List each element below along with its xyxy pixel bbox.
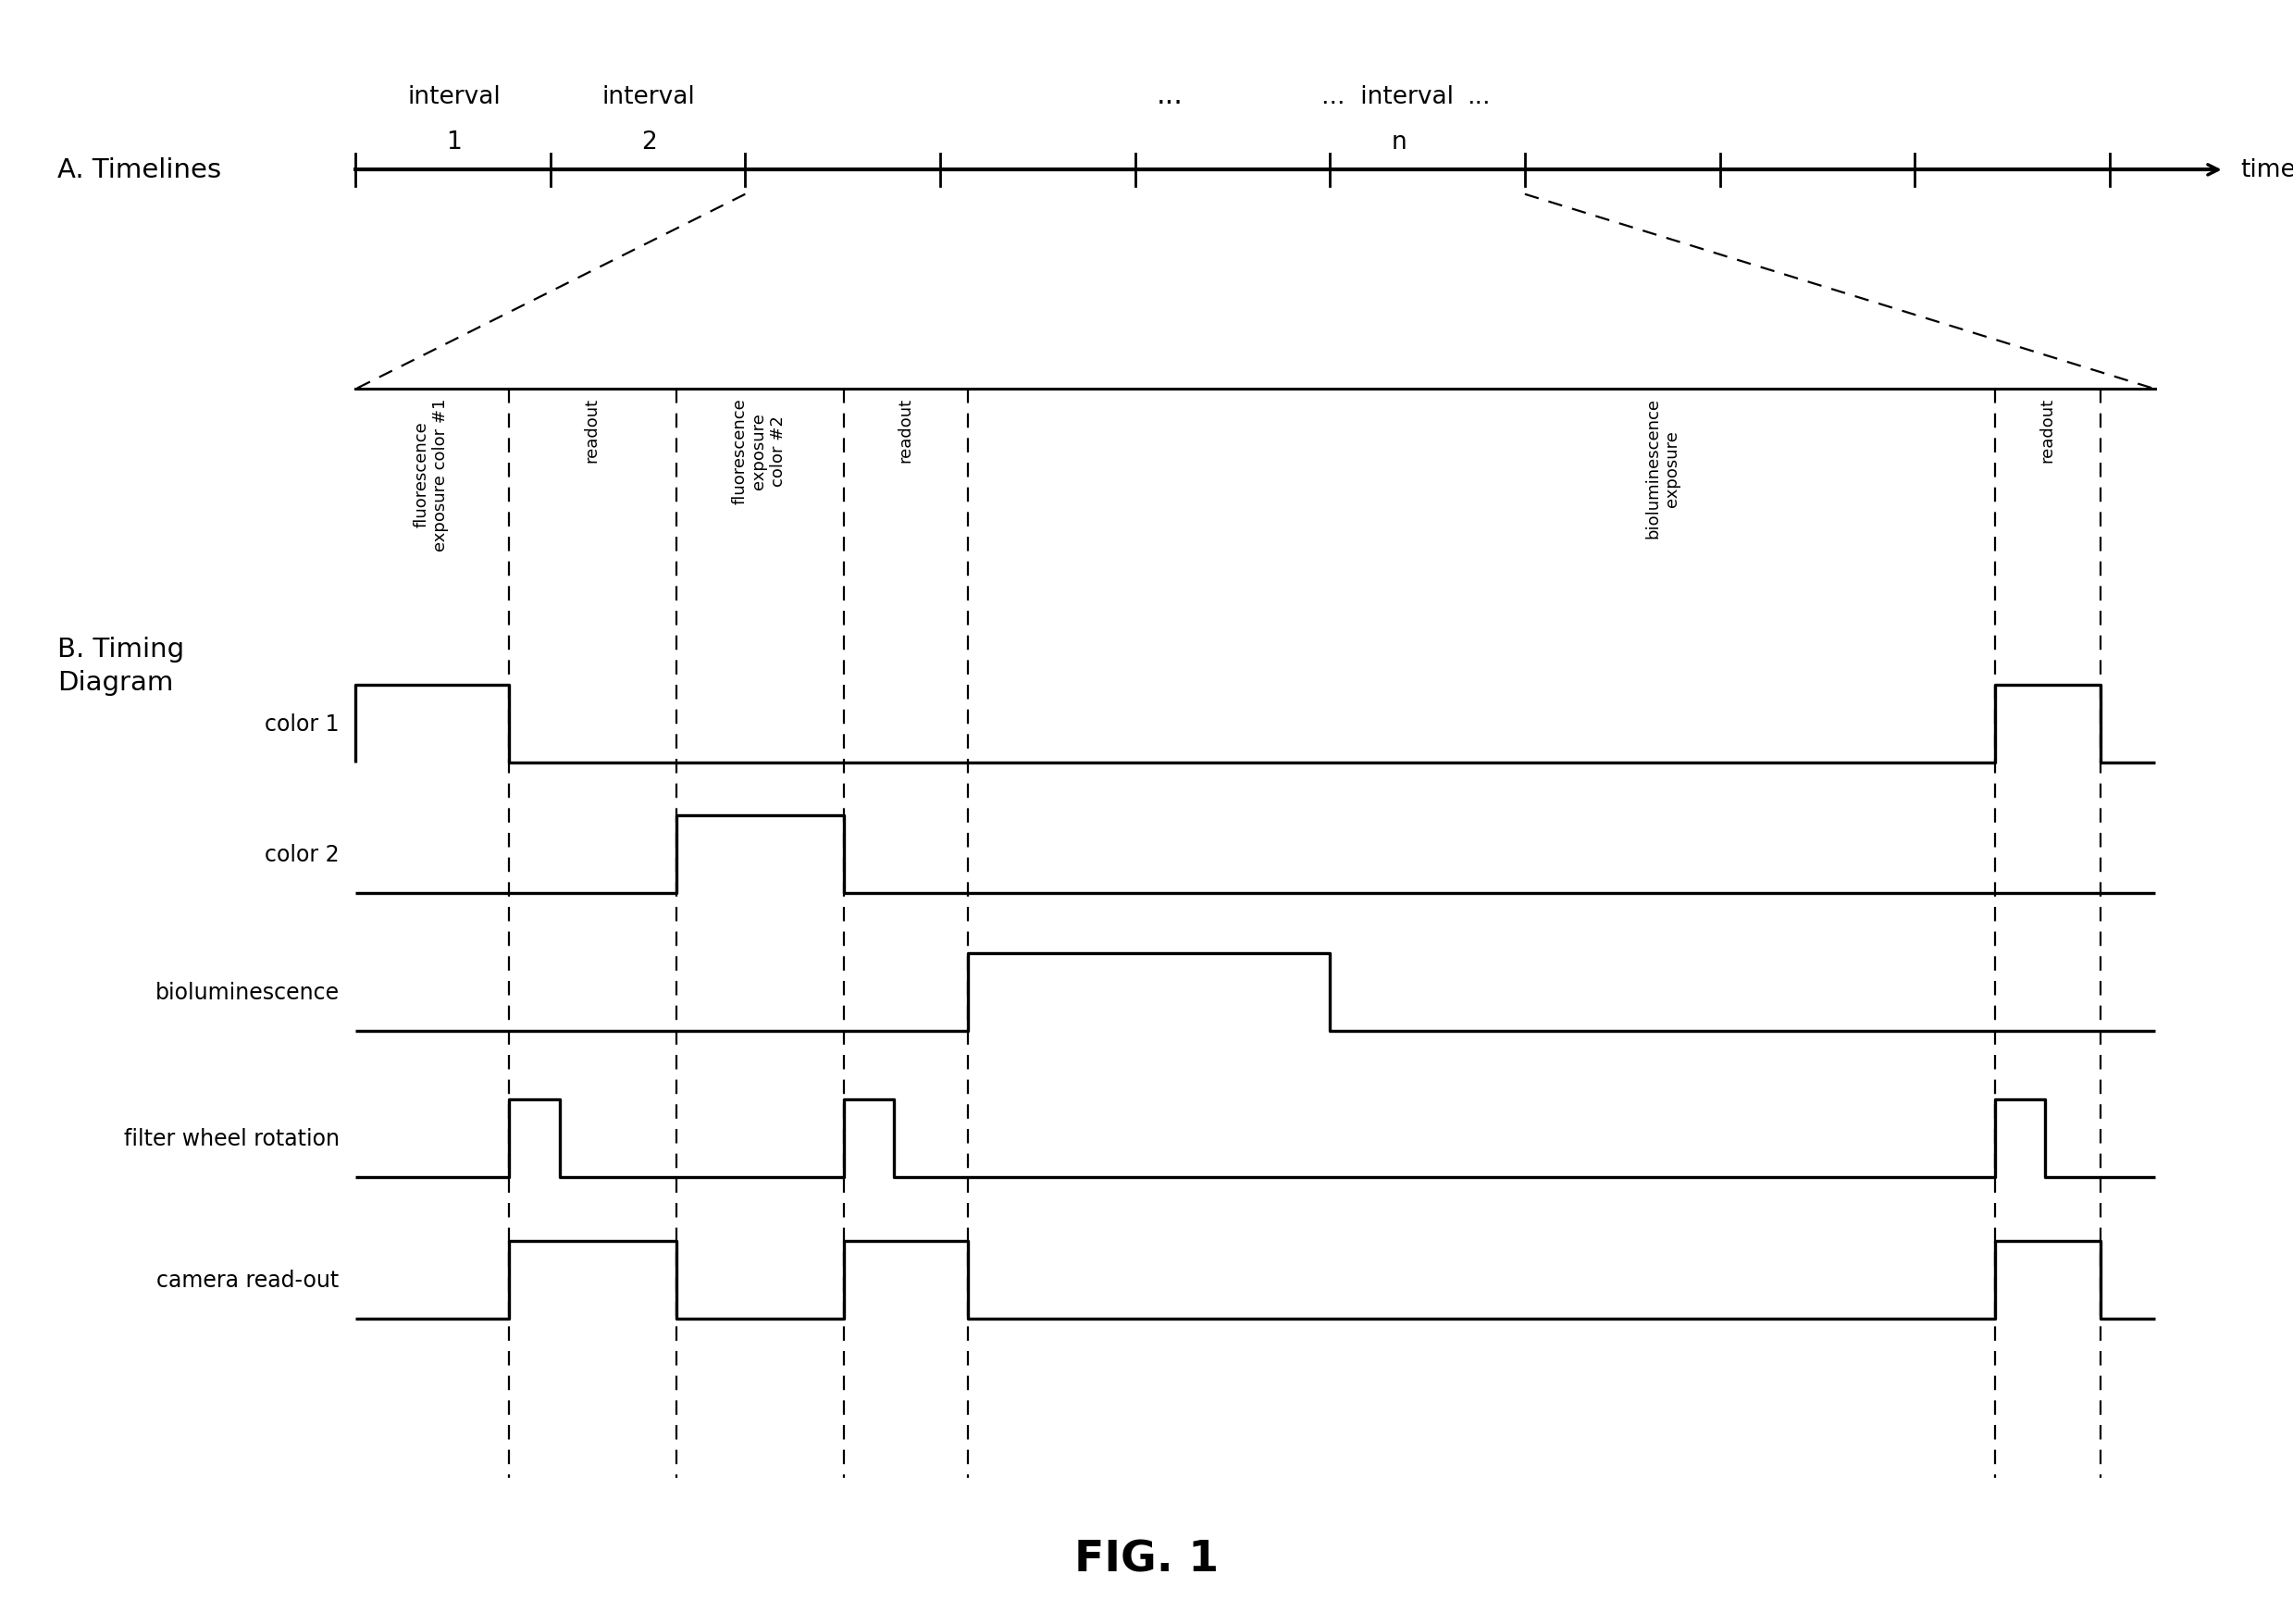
Text: fluorescence
exposure color #1: fluorescence exposure color #1	[413, 398, 449, 551]
Text: fluorescence
exposure
color #2: fluorescence exposure color #2	[731, 398, 786, 503]
Text: 1: 1	[447, 130, 461, 154]
Text: color 2: color 2	[264, 843, 339, 866]
Text: interval: interval	[603, 84, 695, 109]
Text: ...  interval: ... interval	[1321, 84, 1454, 109]
Text: n: n	[1392, 130, 1406, 154]
Text: ...: ...	[1156, 81, 1183, 109]
Text: B. Timing
Diagram: B. Timing Diagram	[57, 637, 183, 695]
Text: filter wheel rotation: filter wheel rotation	[124, 1127, 339, 1150]
Text: readout: readout	[2038, 398, 2057, 463]
Text: interval: interval	[408, 84, 500, 109]
Text: bioluminescence: bioluminescence	[156, 981, 339, 1004]
Text: time: time	[2240, 159, 2293, 182]
Text: camera read-out: camera read-out	[156, 1268, 339, 1291]
Text: readout: readout	[897, 398, 915, 463]
Text: color 1: color 1	[266, 713, 339, 736]
Text: FIG. 1: FIG. 1	[1073, 1538, 1220, 1580]
Text: 2: 2	[642, 130, 656, 154]
Text: bioluminescence
exposure: bioluminescence exposure	[1644, 398, 1681, 539]
Text: A. Timelines: A. Timelines	[57, 158, 220, 184]
Text: ...: ...	[1468, 84, 1490, 109]
Text: readout: readout	[582, 398, 601, 463]
